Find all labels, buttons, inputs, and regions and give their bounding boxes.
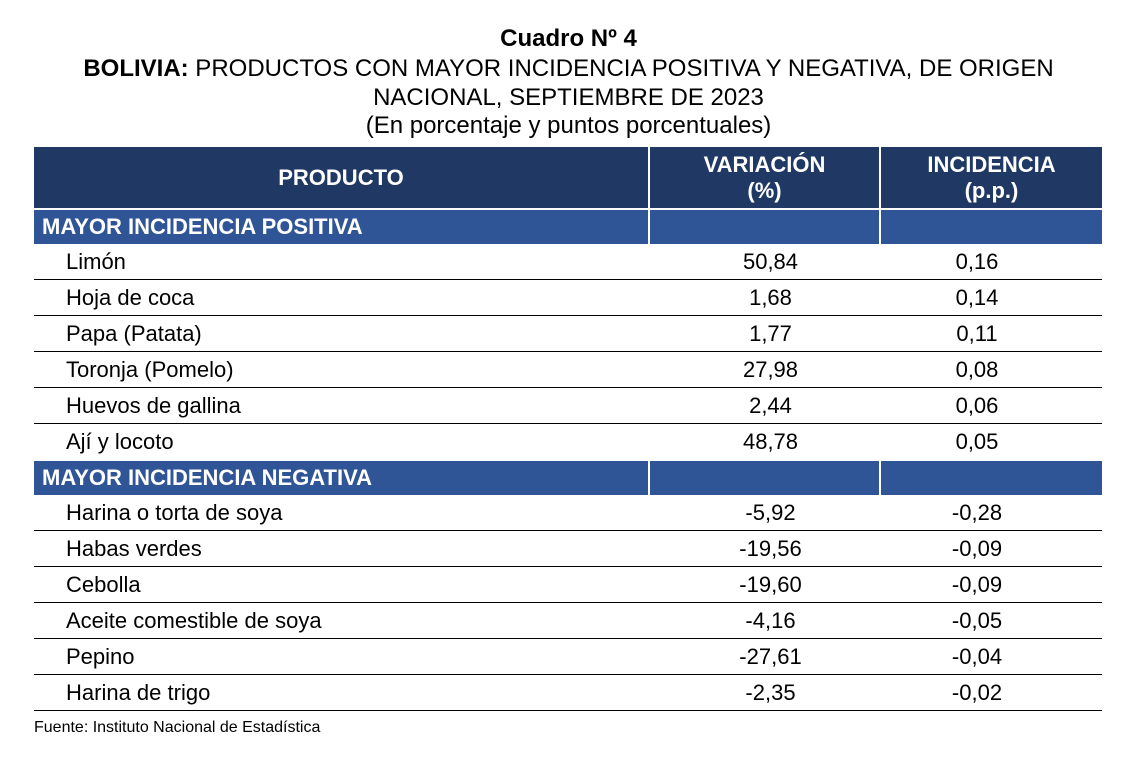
incidence-cell: 0,06	[880, 387, 1102, 424]
incidence-cell: -0,28	[880, 495, 1102, 531]
data-table: PRODUCTO VARIACIÓN (%) INCIDENCIA (p.p.) M…	[34, 147, 1102, 711]
variation-cell: -19,60	[649, 566, 880, 603]
incidence-cell: -0,02	[880, 674, 1102, 711]
source-note: Fuente: Instituto Nacional de Estadístic…	[34, 719, 321, 736]
incidence-cell: -0,05	[880, 602, 1102, 639]
table-header-row: PRODUCTO VARIACIÓN (%) INCIDENCIA (p.p.)	[34, 147, 1102, 209]
product-cell: Cebolla	[34, 566, 649, 603]
subtitle-line-1: PRODUCTOS CON MAYOR INCIDENCIA POSITIVA …	[188, 55, 1054, 82]
column-header-incidence: INCIDENCIA (p.p.)	[879, 147, 1102, 209]
subtitle-line-2: NACIONAL, SEPTIEMBRE DE 2023	[373, 84, 764, 111]
product-cell: Huevos de gallina	[34, 387, 649, 424]
section-cell-empty	[879, 208, 1102, 244]
table-number-title: Cuadro Nº 4	[500, 25, 637, 52]
product-cell: Toronja (Pomelo)	[34, 351, 649, 388]
table-row: Hoja de coca 1,68 0,14	[34, 279, 1102, 316]
product-cell: Ají y locoto	[34, 423, 649, 461]
units-note: (En porcentaje y puntos porcentuales)	[365, 112, 772, 139]
table-row: Harina o torta de soya -5,92 -0,28	[34, 495, 1102, 531]
variation-cell: 1,68	[649, 279, 880, 316]
incidence-cell: -0,09	[880, 566, 1102, 603]
column-header-product: PRODUCTO	[34, 147, 649, 209]
product-cell: Papa (Patata)	[34, 315, 649, 352]
table-row: Habas verdes -19,56 -0,09	[34, 530, 1102, 567]
product-cell: Habas verdes	[34, 530, 649, 567]
table-row: Aceite comestible de soya -4,16 -0,05	[34, 602, 1102, 639]
table-subtitle: BOLIVIA: PRODUCTOS CON MAYOR INCIDENCIA …	[0, 54, 1137, 83]
variation-cell: 2,44	[649, 387, 880, 424]
table-row: Harina de trigo -2,35 -0,02	[34, 674, 1102, 711]
variation-cell: -5,92	[649, 495, 880, 531]
table-row: Huevos de gallina 2,44 0,06	[34, 387, 1102, 424]
section-row-negative: MAYOR INCIDENCIA NEGATIVA	[34, 459, 1102, 495]
variation-cell: -19,56	[649, 530, 880, 567]
table-row: Papa (Patata) 1,77 0,11	[34, 315, 1102, 352]
title-block: Cuadro Nº 4 BOLIVIA: PRODUCTOS CON MAYOR…	[0, 24, 1137, 140]
product-cell: Harina o torta de soya	[34, 495, 649, 531]
product-cell: Hoja de coca	[34, 279, 649, 316]
table-row: Pepino -27,61 -0,04	[34, 638, 1102, 675]
section-label-negative: MAYOR INCIDENCIA NEGATIVA	[34, 459, 649, 495]
variation-cell: 27,98	[649, 351, 880, 388]
section-cell-empty	[879, 459, 1102, 495]
section-row-positive: MAYOR INCIDENCIA POSITIVA	[34, 208, 1102, 244]
incidence-cell: -0,04	[880, 638, 1102, 675]
table-row: Cebolla -19,60 -0,09	[34, 566, 1102, 603]
incidence-cell: 0,08	[880, 351, 1102, 388]
variation-cell: -27,61	[649, 638, 880, 675]
variation-cell: -2,35	[649, 674, 880, 711]
incidence-cell: 0,14	[880, 279, 1102, 316]
variation-cell: -4,16	[649, 602, 880, 639]
incidence-cell: 0,05	[880, 423, 1102, 461]
product-cell: Aceite comestible de soya	[34, 602, 649, 639]
column-header-variation: VARIACIÓN (%)	[648, 147, 880, 209]
variation-cell: 48,78	[649, 423, 880, 461]
product-cell: Pepino	[34, 638, 649, 675]
incidence-cell: 0,16	[880, 244, 1102, 280]
section-cell-empty	[648, 208, 880, 244]
product-cell: Limón	[34, 244, 649, 280]
incidence-cell: -0,09	[880, 530, 1102, 567]
table-row: Ají y locoto 48,78 0,05	[34, 423, 1102, 461]
product-cell: Harina de trigo	[34, 674, 649, 711]
country-label: BOLIVIA:	[83, 55, 189, 82]
variation-cell: 50,84	[649, 244, 880, 280]
variation-cell: 1,77	[649, 315, 880, 352]
table-row: Limón 50,84 0,16	[34, 244, 1102, 280]
section-cell-empty	[648, 459, 880, 495]
table-row: Toronja (Pomelo) 27,98 0,08	[34, 351, 1102, 388]
section-label-positive: MAYOR INCIDENCIA POSITIVA	[34, 208, 649, 244]
incidence-cell: 0,11	[880, 315, 1102, 352]
